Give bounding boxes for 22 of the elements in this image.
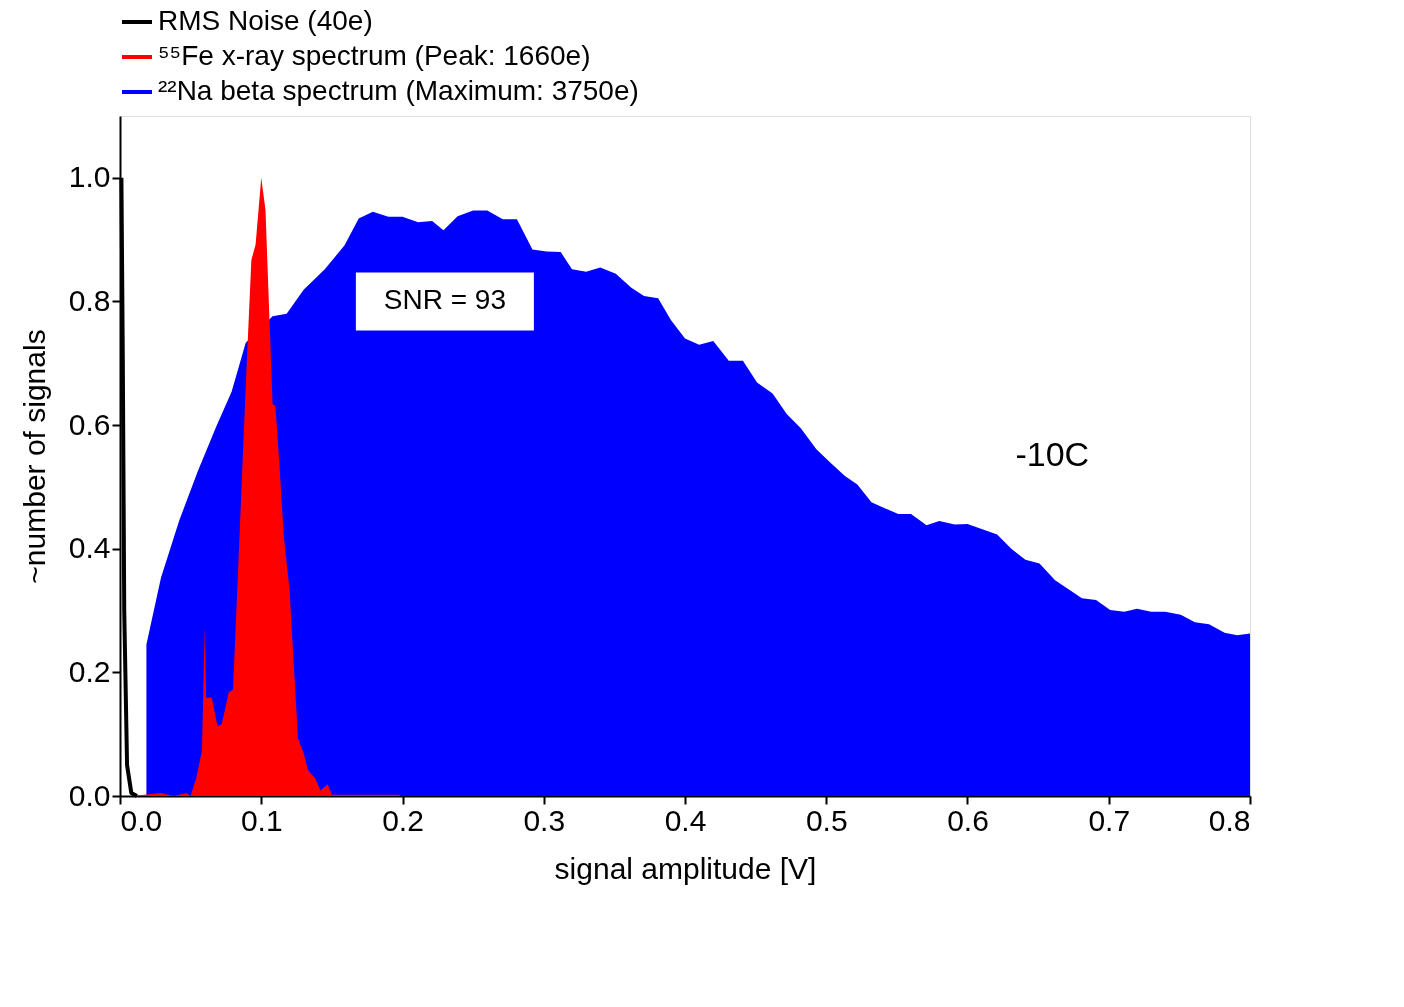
x-tick-label: 0.0 bbox=[120, 803, 163, 837]
x-tick-label: 0.4 bbox=[664, 803, 707, 837]
y-tick-label: 0.6 bbox=[68, 407, 111, 441]
y-tick-label: 1.0 bbox=[68, 160, 111, 194]
legend-label: ⁵⁵Fe x-ray spectrum (Peak: 1660e) bbox=[158, 40, 591, 71]
legend-label: ²²Na beta spectrum (Maximum: 3750e) bbox=[158, 75, 639, 106]
legend-label: RMS Noise (40e) bbox=[158, 5, 373, 36]
y-tick-label: 0.4 bbox=[68, 531, 111, 565]
x-tick-label: 0.1 bbox=[240, 803, 283, 837]
x-tick-label: 0.3 bbox=[523, 803, 566, 837]
x-tick-label: 0.8 bbox=[1208, 803, 1251, 837]
y-axis-title: ~number of signals bbox=[17, 329, 51, 584]
x-tick-label: 0.6 bbox=[947, 803, 989, 837]
annotation: -10C bbox=[1015, 435, 1090, 473]
x-axis-title: signal amplitude [V] bbox=[554, 851, 817, 885]
y-tick-label: 0.2 bbox=[68, 654, 111, 688]
x-tick-label: 0.5 bbox=[805, 803, 848, 837]
y-tick-label: 0.0 bbox=[68, 778, 111, 812]
x-tick-label: 0.7 bbox=[1088, 803, 1131, 837]
y-tick-label: 0.8 bbox=[68, 283, 111, 317]
x-tick-label: 0.2 bbox=[382, 803, 424, 837]
annotation: SNR = 93 bbox=[383, 284, 506, 316]
